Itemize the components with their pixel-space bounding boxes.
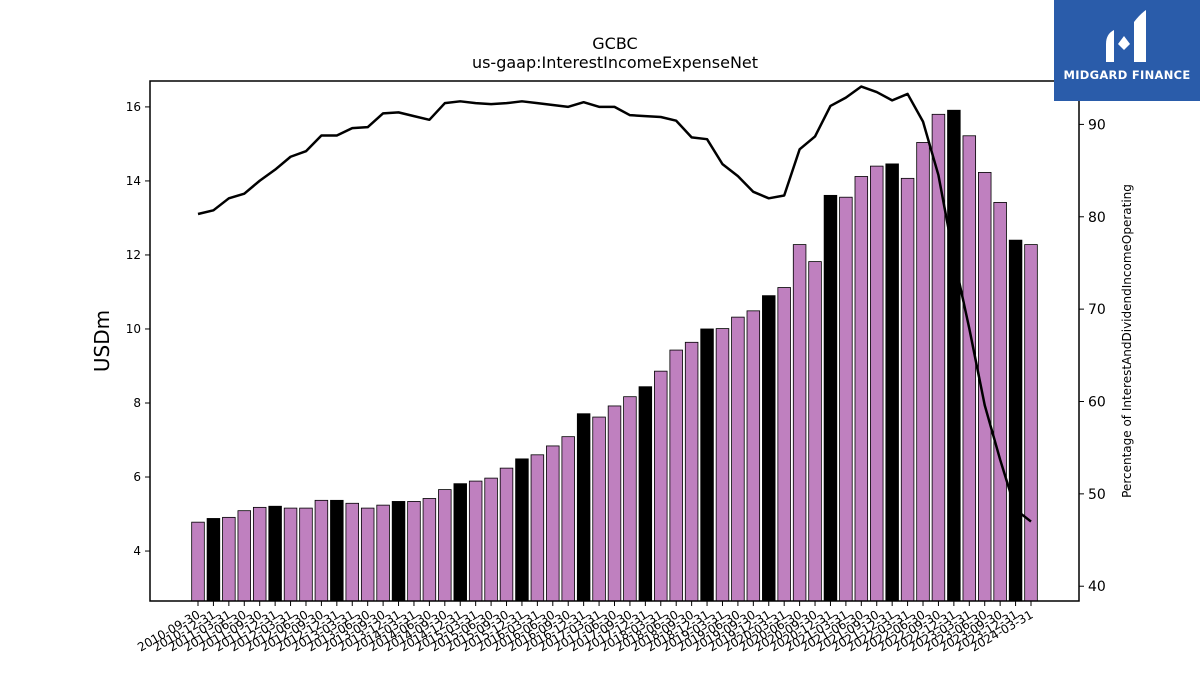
bar: [237, 510, 251, 602]
y-tick-label: 6: [133, 470, 141, 484]
bar: [623, 396, 637, 602]
y2-tick-label: 50: [1088, 487, 1106, 503]
bar: [731, 316, 745, 602]
bar: [607, 405, 622, 602]
logo-mark-icon: [1106, 10, 1146, 62]
bar: [222, 516, 236, 602]
bar: [484, 477, 498, 602]
line-series: [197, 85, 1032, 523]
bar: [870, 165, 884, 602]
bar: [669, 349, 683, 602]
y-tick-label: 14: [126, 174, 141, 188]
bar: [376, 504, 390, 602]
bar: [746, 310, 761, 602]
y-tick-label: 12: [126, 248, 141, 262]
y2-axis-label: Percentage of InterestAndDividendIncomeO…: [1120, 184, 1134, 498]
brand-logo: MIDGARD FINANCE: [1054, 0, 1200, 101]
bar: [1024, 244, 1038, 602]
y-axis-ticks: 4 6 8 10 12 14 16: [126, 100, 150, 558]
bar: [422, 498, 437, 602]
bar: [453, 483, 467, 602]
bar: [468, 480, 483, 602]
bar: [206, 518, 221, 602]
bar: [777, 287, 791, 602]
bar: [438, 489, 452, 602]
bar: [808, 261, 822, 602]
y-tick-label: 10: [126, 322, 141, 336]
bar: [499, 467, 514, 602]
bar: [885, 163, 899, 602]
bar: [576, 413, 591, 602]
bar: [530, 454, 545, 602]
bar: [515, 458, 529, 602]
bar: [839, 196, 853, 602]
bar: [900, 177, 915, 602]
bar: [191, 521, 205, 602]
bar: [854, 176, 869, 602]
bar: [684, 341, 699, 602]
bar: [283, 507, 298, 602]
bar-series: [191, 109, 1038, 602]
chart-subtitle: us-gaap:InterestIncomeExpenseNet: [472, 53, 758, 72]
bar: [638, 386, 653, 602]
y-tick-label: 4: [133, 544, 141, 558]
bar: [962, 135, 977, 602]
bar: [823, 194, 838, 602]
bar: [592, 416, 606, 602]
series-line: [197, 85, 1032, 523]
bar: [792, 244, 807, 602]
y2-tick-label: 90: [1088, 117, 1106, 133]
y-tick-label: 16: [126, 100, 141, 114]
x-axis-ticks: 2010-09-302010-12-312011-03-312011-06-30…: [135, 601, 1036, 654]
bar: [314, 499, 329, 602]
chart-title: GCBC: [592, 34, 637, 53]
bar: [345, 502, 359, 602]
bar: [360, 507, 375, 602]
bar: [299, 507, 313, 602]
bar: [252, 506, 267, 602]
bar: [931, 113, 946, 602]
y-axis-label: USDm: [90, 310, 114, 372]
y2-tick-label: 60: [1088, 394, 1106, 410]
bar: [700, 328, 714, 602]
y2-tick-label: 40: [1088, 579, 1106, 595]
logo-text: MIDGARD FINANCE: [1063, 68, 1191, 82]
bar: [1008, 239, 1023, 602]
bar: [654, 370, 668, 602]
bar: [391, 501, 406, 602]
y2-tick-label: 80: [1088, 210, 1106, 226]
bar: [993, 201, 1007, 602]
bar: [916, 142, 930, 602]
bar: [762, 295, 776, 602]
bar: [561, 436, 575, 602]
bar: [407, 501, 421, 602]
bar: [715, 328, 730, 602]
bar: [947, 109, 961, 602]
y2-tick-label: 70: [1088, 302, 1106, 318]
bar: [268, 505, 282, 602]
y2-axis-ticks: 40 50 60 70 80 90: [1079, 117, 1106, 595]
y-tick-label: 8: [133, 396, 141, 410]
bar: [546, 445, 560, 602]
bar: [330, 499, 344, 602]
